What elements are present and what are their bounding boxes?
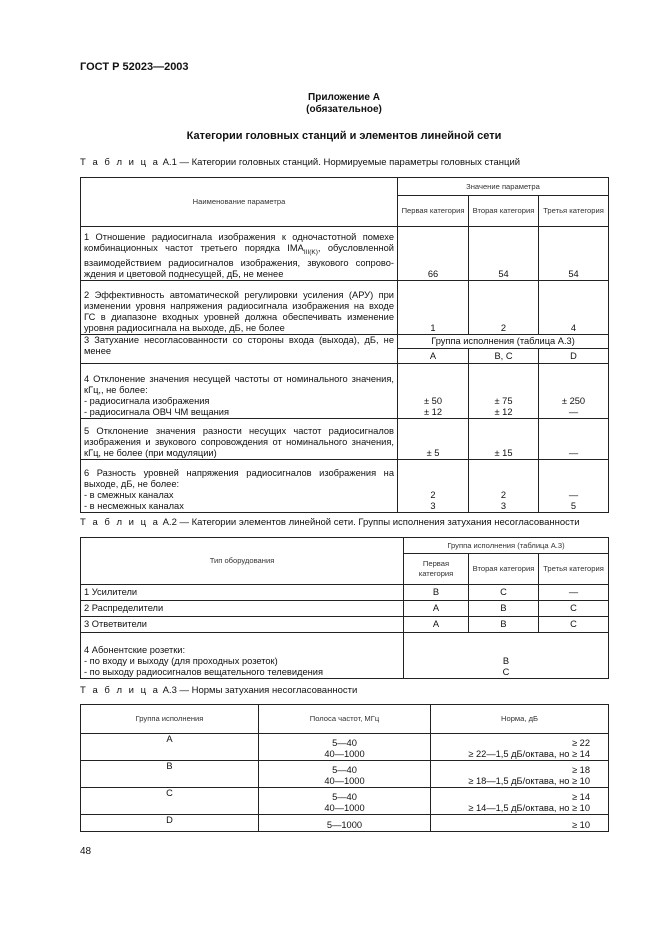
frequency-cell: 5—1000 <box>258 814 431 832</box>
table-row: 1 Усилители B C — <box>80 584 610 601</box>
param-cell: 5 Отклонение значения разности несущих ч… <box>80 418 398 460</box>
group-cell: A <box>80 733 259 761</box>
table-a3-caption: Т а б л и ц а А.3 — Нормы затухания несо… <box>80 685 358 696</box>
table-row: C 5—40 40—1000 ≥ 14 ≥ 14—1,5 дБ/октава, но ≥… <box>80 787 609 815</box>
table-row: 4 Отклонение значения несущей частоты от… <box>80 363 610 419</box>
equipment-cell: 1 Усилители <box>80 584 404 601</box>
table-a1: Наименование параметра Значение параметра… <box>80 177 610 513</box>
value-cell: ± 75 ± 12 <box>468 363 539 419</box>
value-cell: 54 <box>537 226 610 281</box>
value-cell: 66 <box>397 226 469 281</box>
table-a1-caption: Т а б л и ц а А.1 — Категории головных с… <box>80 157 521 168</box>
appendix-label: Приложение А <box>308 92 380 103</box>
table-row: 1 Отношение радиосигнала изображения к о… <box>80 226 610 281</box>
appendix-title: Приложение А (обязательное) <box>80 92 608 116</box>
col-header: Норма, дБ <box>430 704 609 734</box>
table-row: D 5—1000 ≥ 10 <box>80 814 609 832</box>
table-row: 2 Распределители A B C <box>80 600 610 617</box>
group-cell: D <box>80 814 259 832</box>
col-header-param: Наименование параметра <box>80 177 398 227</box>
value-cell: ± 5 <box>397 418 469 460</box>
equipment-cell: 2 Распределители <box>80 600 404 617</box>
param-cell: 1 Отношение радиосигнала изображения к о… <box>80 226 398 281</box>
group-cell: B <box>468 616 539 633</box>
col-header-type: Тип оборудования <box>80 537 404 585</box>
group-cell: A <box>403 616 469 633</box>
col-header: Группа исполнения <box>80 704 259 734</box>
table-a3: Группа исполнения Полоса частот, МГц Норма… <box>80 704 609 832</box>
group-cell: C <box>468 584 539 601</box>
table-row: 4 Абонентские розетки: - по входу и выход… <box>80 632 610 679</box>
group-cell: C <box>537 600 610 617</box>
page-number: 48 <box>80 846 92 857</box>
col-header: Полоса частот, МГц <box>258 704 431 734</box>
value-cell: 2 <box>468 280 539 335</box>
group-cell: C <box>80 787 259 815</box>
table-row: B 5—40 40—1000 ≥ 18 ≥ 18—1,5 дБ/октава, но ≥… <box>80 760 609 788</box>
category-header: Третья категория <box>537 195 610 227</box>
norm-cell: ≥ 22 ≥ 22—1,5 дБ/октава, но ≥ 14 <box>430 733 609 761</box>
frequency-cell: 5—40 40—1000 <box>258 787 431 815</box>
group-cell: B <box>80 760 259 788</box>
section-heading: Категории головных станций и элементов л… <box>186 130 502 142</box>
param-cell: 6 Разность уровней напряжения радиосигна… <box>80 459 398 513</box>
document-header: ГОСТ Р 52023—2003 <box>80 61 189 73</box>
category-header: Первая категория <box>403 553 469 585</box>
table-row: 5 Отклонение значения разности несущих ч… <box>80 418 610 460</box>
table-row: A 5—40 40—1000 ≥ 22 ≥ 22—1,5 дБ/октава, но ≥… <box>80 733 609 761</box>
category-header: Третья категория <box>537 553 610 585</box>
value-cell: ± 250— <box>537 363 610 419</box>
group-cell: B <box>403 584 469 601</box>
equipment-cell: 3 Ответвители <box>80 616 404 633</box>
param-cell: 2 Эффективность автоматической регулиров… <box>80 280 398 335</box>
table-row: 2 Эффективность автоматической регулиров… <box>80 280 610 335</box>
col-header-group: Группа исполнения (таблица А.3) <box>402 537 610 554</box>
group-cell: C <box>537 616 610 633</box>
frequency-cell: 5—40 40—1000 <box>258 733 431 761</box>
value-cell: A <box>397 348 469 364</box>
group-cell: B <box>468 600 539 617</box>
value-cell: ± 15 <box>468 418 539 460</box>
category-header: Вторая категория <box>468 553 539 585</box>
frequency-cell: 5—40 40—1000 <box>258 760 431 788</box>
group-cell: A <box>403 600 469 617</box>
value-cell: D <box>537 348 610 364</box>
norm-cell: ≥ 18 ≥ 18—1,5 дБ/октава, но ≥ 10 <box>430 760 609 788</box>
group-span-cell: Группа исполнения (таблица А.3) <box>396 334 610 349</box>
value-cell: B, C <box>468 348 539 364</box>
table-row: 6 Разность уровней напряжения радиосигна… <box>80 459 610 513</box>
value-cell: — <box>537 418 610 460</box>
col-header-value: Значение параметра <box>396 177 610 196</box>
value-cell: 1 <box>397 280 469 335</box>
value-cell: 4 <box>537 280 610 335</box>
equipment-cell: 4 Абонентские розетки: - по входу и выход… <box>80 632 404 679</box>
group-cell: — <box>537 584 610 601</box>
table-row: 3 Ответвители A B C <box>80 616 610 633</box>
value-cell: —5 <box>537 459 610 513</box>
norm-cell: ≥ 10 <box>430 814 609 832</box>
table-a2-caption: Т а б л и ц а А.2 — Категории элементов … <box>80 517 580 528</box>
table-a2: Тип оборудования Группа исполнения (табли… <box>80 537 610 679</box>
value-cell: ± 50 ± 12 <box>397 363 469 419</box>
category-header: Первая категория <box>397 195 469 227</box>
param-cell: 3 Затухание несогласованности со стороны… <box>80 334 398 364</box>
appendix-status: (обязательное) <box>306 104 382 115</box>
param-cell: 4 Отклонение значения несущей частоты от… <box>80 363 398 419</box>
value-cell: 54 <box>468 226 539 281</box>
norm-cell: ≥ 14 ≥ 14—1,5 дБ/октава, но ≥ 10 <box>430 787 609 815</box>
category-header: Вторая категория <box>468 195 539 227</box>
